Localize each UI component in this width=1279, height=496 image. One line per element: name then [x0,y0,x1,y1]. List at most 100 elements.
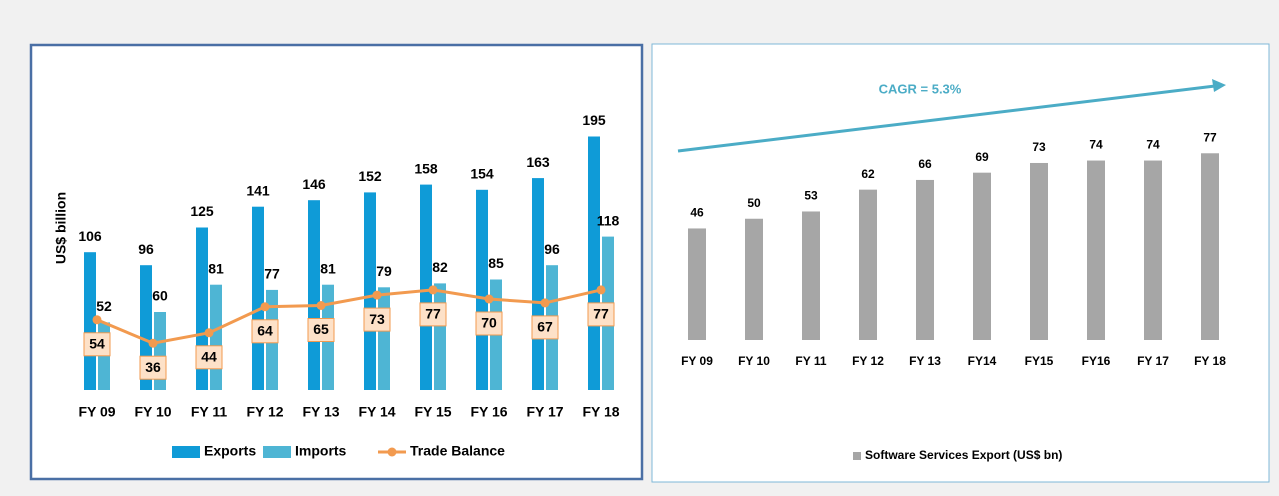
bar [973,172,991,340]
data-label: 118 [597,212,620,228]
legend-swatch [263,446,291,458]
data-label: 77 [1203,130,1217,144]
bar [378,287,390,390]
legend-label: Imports [295,443,347,459]
bar [1087,160,1105,340]
data-label: 79 [376,263,392,279]
data-label: 163 [526,154,550,170]
x-tick-label: FY15 [1025,354,1054,368]
annotation: CAGR = 5.3% [879,81,962,96]
data-label: 96 [138,241,154,257]
legend-label: Exports [204,443,256,459]
label-box [307,318,335,342]
x-tick-label: FY14 [968,354,997,368]
data-label: 36 [145,359,161,375]
line-point [428,285,438,295]
x-tick-label: FY 13 [909,354,941,368]
bar [1144,160,1162,340]
data-label: 82 [432,259,448,275]
cagr-arrow [677,84,1216,153]
data-label: 60 [152,288,168,304]
data-label: 65 [313,321,329,337]
label-box [251,319,279,344]
data-label: 74 [1146,138,1160,152]
data-label: 66 [918,157,932,171]
label-box [475,311,503,336]
bar [532,178,544,390]
data-label: 46 [690,206,704,220]
trade-line [96,288,602,345]
x-tick-label: FY 18 [582,404,619,420]
data-label: 54 [89,336,105,352]
line-point [372,290,382,300]
label-box [363,307,391,332]
legend-swatch [172,446,200,458]
legend-dot [387,447,397,457]
data-label: 50 [747,196,761,210]
x-tick-label: FY 12 [246,404,283,420]
data-label: 146 [302,176,326,192]
x-tick-label: FY16 [1082,354,1111,368]
x-tick-label: FY 11 [795,354,826,368]
data-label: 154 [470,166,494,182]
x-tick-label: FY 10 [738,354,770,368]
line-point [596,285,606,295]
bar [916,179,934,340]
line-point [148,338,158,348]
legend-label: Software Services Export (US$ bn) [865,448,1062,462]
x-tick-label: FY 10 [134,404,171,420]
label-box [195,345,223,370]
data-label: 53 [804,189,818,203]
bar [688,228,706,340]
data-label: 77 [264,266,280,282]
data-label: 106 [78,228,102,244]
x-tick-label: FY 12 [852,354,884,368]
x-tick-label: FY 09 [78,404,115,420]
x-tick-label: FY 13 [302,404,339,420]
data-label: 81 [208,260,224,276]
label-box [531,315,559,340]
x-tick-label: FY 15 [414,404,451,420]
line-point [316,301,326,310]
data-label: 195 [582,112,606,128]
data-label: 152 [358,168,382,184]
x-tick-label: FY 14 [358,404,395,420]
data-label: 70 [481,315,497,331]
bar [308,200,320,390]
data-label: 85 [488,255,504,271]
line-point [540,298,550,308]
data-label: 77 [425,306,441,322]
data-label: 64 [257,323,273,339]
bar [1030,162,1048,340]
data-label: 158 [414,160,438,176]
bar [476,189,488,390]
data-label: 81 [320,260,336,276]
line-point [260,302,270,312]
data-label: 141 [246,182,270,198]
bar [210,284,222,390]
data-label: 74 [1089,138,1103,152]
x-tick-label: FY 17 [1137,354,1169,368]
legend-label: Trade Balance [410,443,505,459]
bar [745,218,763,340]
data-label: 73 [369,311,385,327]
label-box [139,355,167,380]
label-box [587,302,615,327]
data-label: 73 [1032,140,1046,154]
x-tick-label: FY 17 [526,404,563,420]
bar [588,136,600,390]
data-label: 69 [975,150,989,164]
data-label: 52 [96,298,112,314]
line-point [92,315,102,325]
x-tick-label: FY 16 [470,404,507,420]
legend-swatch [853,452,861,460]
bar [1201,153,1219,340]
cagr-arrow-head [1212,79,1226,92]
label-box [419,302,447,327]
line-point [484,294,494,304]
label-box [83,332,111,357]
y-axis-label: US$ billion [53,192,69,264]
data-label: 125 [190,203,214,219]
data-label: 77 [593,306,609,322]
